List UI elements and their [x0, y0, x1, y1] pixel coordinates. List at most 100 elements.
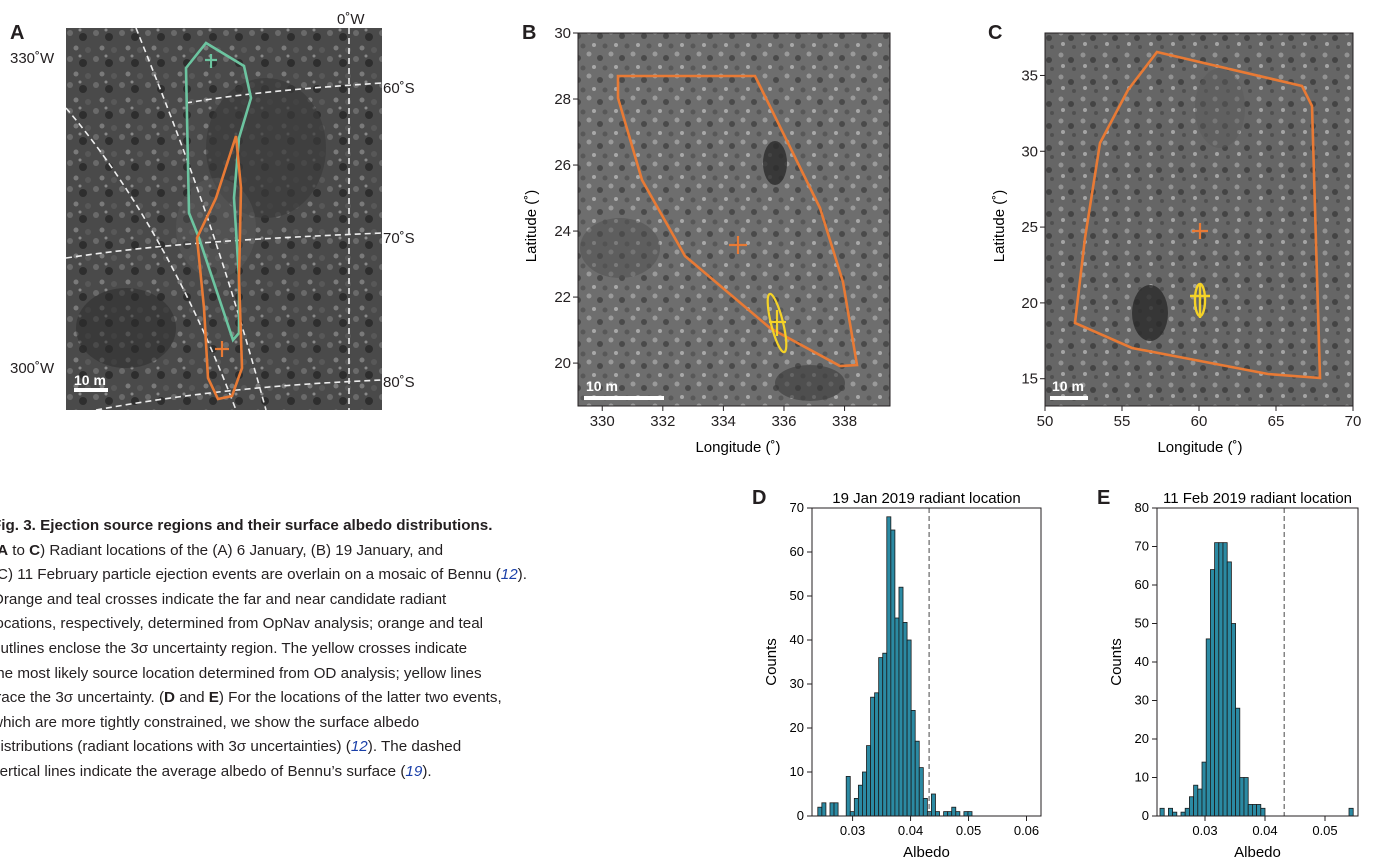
y-tick-label: 50: [790, 588, 804, 603]
histogram-bar: [1159, 807, 1165, 817]
histogram-bar: [943, 811, 949, 817]
y-tick-label: 0: [797, 808, 804, 823]
y-tick-label: 30: [1135, 693, 1149, 708]
panel-c-xlabel: Longitude (˚): [1157, 439, 1242, 456]
histogram-bar: [821, 802, 827, 817]
y-tick-label: 28: [554, 91, 571, 108]
caption-line-2: (C) 11 February particle ejection events…: [0, 566, 527, 584]
panel-b-label: B: [522, 22, 537, 44]
histogram-bar: [1201, 761, 1207, 817]
y-tick-label: 0: [1142, 808, 1149, 823]
histogram-bar: [906, 639, 912, 817]
hist-title: 19 Jan 2019 radiant location: [832, 490, 1020, 507]
figure-caption: Fig. 3. Ejection source regions and thei…: [0, 514, 722, 785]
panel-b-xlabel: Longitude (˚): [695, 439, 780, 456]
y-tick-label: 40: [790, 632, 804, 647]
histogram-bar: [1189, 796, 1195, 817]
histogram-bar: [910, 709, 916, 817]
histogram-bar: [1260, 807, 1266, 817]
histogram-bar: [1218, 542, 1224, 817]
far-cross-marker-c: [1192, 223, 1208, 239]
y-tick-label: 26: [554, 157, 571, 174]
histogram-bar: [951, 806, 957, 817]
panel-b-ylabel: Latitude (˚): [523, 190, 540, 263]
x-tick-label: 65: [1268, 413, 1285, 430]
histogram-bar: [1222, 542, 1228, 817]
x-tick-label: 336: [771, 413, 796, 430]
histogram-bar: [845, 775, 851, 817]
x-tick-label: 60: [1191, 413, 1208, 430]
y-tick-label: 10: [1135, 770, 1149, 785]
histogram-bar: [898, 586, 904, 817]
caption-line-9: distributions (radiant locations with 3σ…: [0, 738, 462, 756]
caption-line-1: (A to C) Radiant locations of the (A) 6 …: [0, 541, 444, 559]
histogram-bar: [1180, 811, 1186, 817]
histogram-bar: [931, 793, 936, 817]
x-axis-label: Albedo: [1234, 844, 1281, 859]
far-cross-marker-b: [729, 236, 747, 254]
histogram-bar: [1197, 788, 1203, 817]
y-tick-label: 50: [1135, 616, 1149, 631]
histogram-bar: [918, 767, 924, 817]
caption-line-8: which are more tightly constrained, we s…: [0, 713, 420, 731]
histogram-e: 11 Feb 2019 radiant location 0 10 20 30 40 50 6…: [1108, 490, 1359, 859]
y-axis-label: Counts: [1108, 638, 1125, 686]
x-tick-label: 0.03: [840, 823, 865, 838]
x-tick-label: 55: [1114, 413, 1131, 430]
x-tick-label: 0.03: [1192, 823, 1217, 838]
caption-line-5: outlines enclose the 3σ uncertainty regi…: [0, 639, 468, 657]
far-uncertainty-outline-c: [1073, 50, 1322, 380]
y-tick-label: 20: [790, 720, 804, 735]
histogram-bar: [866, 745, 871, 817]
x-tick-label: 0.05: [1312, 823, 1337, 838]
histogram-bar: [967, 811, 973, 817]
hist-title: 11 Feb 2019 radiant location: [1163, 490, 1352, 507]
histogram-bar: [894, 617, 900, 817]
y-tick-label: 30: [554, 25, 571, 42]
histogram-bar: [1205, 638, 1211, 817]
histogram-bar: [1168, 807, 1174, 817]
x-tick-label: 0.06: [1014, 823, 1039, 838]
x-tick-label: 330: [590, 413, 615, 430]
citation-link[interactable]: 12: [500, 566, 518, 584]
near-cross-marker: [205, 54, 217, 68]
y-tick-label: 80: [1135, 500, 1149, 515]
far-uncertainty-outline: [195, 135, 244, 401]
histogram-bar: [1243, 777, 1249, 817]
y-tick-label: 20: [1021, 295, 1038, 312]
panel-a-mosaic: 10 m: [65, 27, 383, 411]
y-tick-label: 35: [1021, 67, 1038, 84]
x-tick-label: 334: [711, 413, 736, 430]
histogram-bar: [1172, 811, 1178, 817]
histogram-bar: [878, 657, 884, 817]
od-uncertainty-b: [766, 292, 788, 354]
histogram-bar: [829, 802, 835, 817]
histogram-bar: [853, 797, 859, 817]
histogram-bar: [862, 771, 867, 817]
panel-e-label: E: [1097, 487, 1111, 509]
histogram-bar: [849, 811, 855, 817]
y-tick-label: 60: [790, 544, 804, 559]
histogram-bar: [817, 806, 823, 817]
histogram-bar: [1184, 807, 1190, 817]
histogram-bar: [1239, 777, 1245, 817]
y-tick-label: 10: [790, 764, 804, 779]
caption-title: Fig. 3. Ejection source regions and thei…: [0, 517, 493, 534]
lon-label-300w: 300˚W: [10, 360, 55, 377]
lat-label-70s: 70˚S: [383, 230, 415, 247]
x-tick-label: 50: [1037, 413, 1054, 430]
x-axis-label: Albedo: [903, 844, 950, 859]
y-tick-label: 30: [1021, 143, 1038, 160]
y-tick-label: 70: [1135, 539, 1149, 554]
x-tick-label: 332: [650, 413, 675, 430]
histogram-bar: [890, 529, 896, 817]
y-tick-label: 25: [1021, 219, 1038, 236]
citation-link[interactable]: 19: [405, 762, 423, 780]
histogram-bar: [870, 696, 876, 817]
citation-link[interactable]: 12: [350, 738, 368, 756]
histogram-bar: [1226, 561, 1232, 817]
y-tick-label: 30: [790, 676, 804, 691]
x-tick-label: 0.05: [956, 823, 981, 838]
histogram-bar: [886, 516, 892, 817]
panel-c-label: C: [988, 22, 1003, 44]
